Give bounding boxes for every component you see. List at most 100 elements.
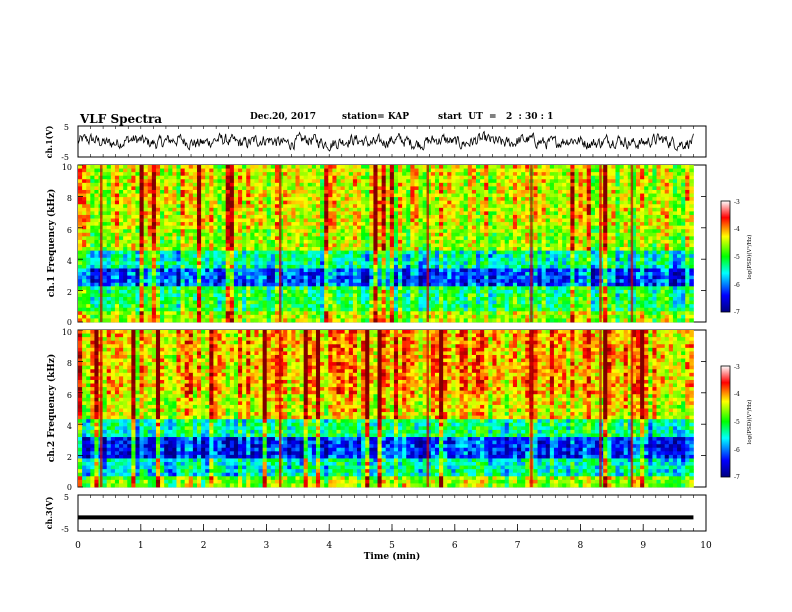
spectrogram-cell: [315, 247, 321, 252]
spectrogram-cell: [139, 239, 145, 244]
spectrogram-cell: [229, 275, 235, 280]
spectrogram-cell: [213, 165, 218, 169]
spectrogram-cell: [517, 236, 522, 241]
spectrogram-cell: [213, 204, 218, 209]
spectrogram-cell: [225, 207, 231, 212]
spectrogram-cell: [344, 222, 350, 227]
spectrogram-cell: [508, 247, 514, 252]
spectrogram-cell: [287, 261, 292, 266]
spectrogram-cell: [553, 250, 559, 255]
spectrogram-cell: [410, 218, 415, 223]
spectrogram-cell: [627, 279, 633, 284]
spectrogram-cell: [307, 247, 313, 252]
spectrogram-cell: [533, 254, 538, 259]
spectrogram-cell: [455, 257, 460, 262]
spectrogram-cell: [303, 247, 309, 252]
spectrogram-cell: [361, 204, 366, 209]
spectrogram-cell: [496, 207, 501, 212]
spectrogram-cell: [336, 200, 341, 205]
spectrogram-cell: [196, 257, 202, 262]
spectrogram-cell: [656, 197, 662, 202]
spectrogram-cell: [299, 214, 305, 219]
spectrogram-cell: [332, 211, 337, 216]
spectrogram-cell: [151, 282, 157, 287]
spectrogram-cell: [274, 232, 280, 237]
spectrogram-cell: [164, 247, 169, 252]
spectrogram-cell: [291, 272, 296, 277]
spectrogram-cell: [90, 275, 95, 280]
spectrogram-cell: [295, 257, 300, 262]
spectrogram-cell: [480, 264, 485, 269]
spectrogram-cell: [594, 225, 600, 230]
spectrogram-cell: [352, 264, 358, 269]
spectrogram-cell: [664, 182, 670, 187]
spectrogram-cell: [320, 261, 325, 266]
spectrogram-cell: [545, 165, 551, 169]
spectrogram-cell: [324, 232, 329, 237]
spectrogram-cell: [381, 172, 387, 177]
spectrogram-cell: [147, 275, 153, 280]
spectrogram-cell: [123, 254, 128, 259]
spectrogram-cell: [168, 239, 173, 244]
spectrogram-cell: [541, 222, 547, 227]
spectrogram-cell: [689, 218, 694, 223]
spectrogram-cell: [131, 211, 136, 216]
spectrogram-cell: [434, 222, 440, 227]
spectrogram-cell: [365, 279, 370, 284]
spectrogram-cell: [196, 243, 202, 248]
spectrogram-cell: [459, 193, 465, 198]
spectrogram-cell: [533, 275, 538, 280]
spectrogram-cell: [254, 254, 259, 259]
spectrogram-cell: [480, 204, 485, 209]
spectrogram-cell: [385, 261, 391, 266]
spectrogram-cell: [558, 200, 563, 205]
spectrogram-cell: [664, 247, 670, 252]
spectrogram-cell: [615, 268, 620, 273]
spectrogram-cell: [135, 189, 140, 194]
spectrogram-cell: [406, 218, 411, 223]
spectrogram-cell: [521, 172, 526, 177]
spectrogram-cell: [348, 218, 354, 223]
spectrogram-cell: [250, 197, 255, 202]
spectrogram-cell: [689, 214, 694, 219]
spectrogram-cell: [582, 236, 588, 241]
spectrogram-cell: [377, 257, 383, 262]
spectrogram-cell: [151, 250, 157, 255]
spectrogram-cell: [475, 200, 481, 205]
spectrogram-cell: [492, 254, 497, 259]
spectrogram-cell: [455, 200, 460, 205]
spectrogram-cell: [578, 207, 584, 212]
spectrogram-cell: [188, 186, 194, 191]
spectrogram-cell: [525, 257, 530, 262]
spectrogram-cell: [553, 225, 559, 230]
spectrogram-cell: [287, 268, 292, 273]
spectrogram-cell: [131, 236, 136, 241]
spectrogram-cell: [467, 204, 473, 209]
spectrogram-cell: [689, 186, 694, 191]
spectrogram-cell: [451, 165, 456, 169]
spectrogram-cell: [274, 168, 280, 173]
spectrogram-cell: [504, 175, 510, 180]
spectrogram-cell: [664, 239, 670, 244]
spectrogram-cell: [242, 186, 247, 191]
spectrogram-cell: [455, 197, 460, 202]
spectrogram-cell: [205, 172, 210, 177]
spectrogram-cell: [320, 168, 325, 173]
spectrogram-cell: [266, 175, 272, 180]
spectrogram-cell: [492, 279, 497, 284]
spectrogram-cell: [471, 279, 477, 284]
spectrogram-cell: [160, 197, 165, 202]
spectrogram-cell: [176, 282, 181, 287]
spectrogram-cell: [270, 182, 276, 187]
spectrogram-cell: [430, 200, 436, 205]
spectrogram-cell: [685, 250, 690, 255]
spectrogram-cell: [127, 264, 132, 269]
spectrogram-cell: [500, 239, 506, 244]
spectrogram-cell: [299, 261, 305, 266]
spectrogram-cell: [533, 214, 538, 219]
spectrogram-cell: [299, 247, 305, 252]
spectrogram-cell: [274, 264, 280, 269]
spectrogram-cell: [631, 261, 637, 266]
spectrogram-cell: [488, 261, 493, 266]
spectrogram-cell: [180, 257, 186, 262]
